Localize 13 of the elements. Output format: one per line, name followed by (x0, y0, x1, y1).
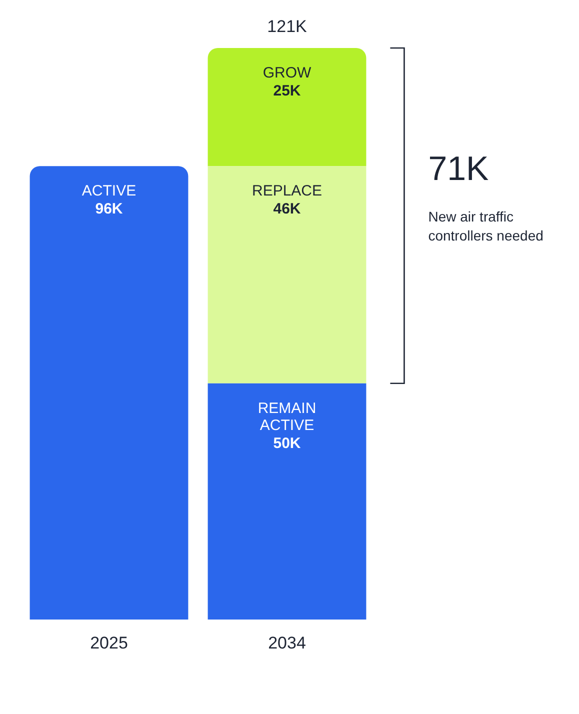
data-label: 50K (273, 435, 301, 452)
text: New air traffic controllers needed (428, 208, 544, 244)
x-tick-label: 2025 (90, 633, 128, 652)
data-label: 46K (273, 200, 301, 218)
x-tick-label: 2034 (268, 633, 306, 652)
series-label: ACTIVE (82, 182, 136, 200)
series-label: REPLACE (252, 182, 322, 200)
series-label: REMAIN ACTIVE (258, 400, 316, 434)
data-label: 25K (273, 82, 301, 100)
data-label: 96K (95, 200, 123, 218)
text: 71K (428, 150, 490, 188)
series-label: GROW (262, 64, 312, 82)
total-label: 121K (267, 17, 308, 36)
